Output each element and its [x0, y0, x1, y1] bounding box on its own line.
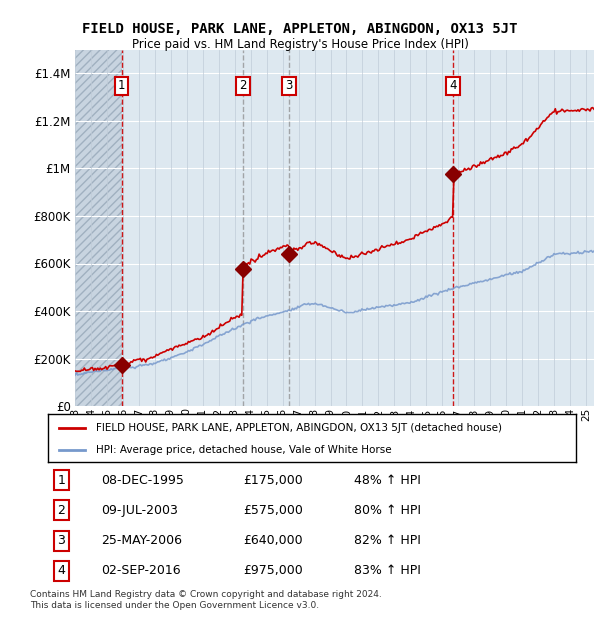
Text: 1: 1: [57, 474, 65, 487]
Text: 09-JUL-2003: 09-JUL-2003: [101, 504, 178, 517]
Text: FIELD HOUSE, PARK LANE, APPLETON, ABINGDON, OX13 5JT: FIELD HOUSE, PARK LANE, APPLETON, ABINGD…: [82, 22, 518, 36]
Text: £175,000: £175,000: [244, 474, 303, 487]
Text: Contains HM Land Registry data © Crown copyright and database right 2024.: Contains HM Land Registry data © Crown c…: [30, 590, 382, 600]
Text: Price paid vs. HM Land Registry's House Price Index (HPI): Price paid vs. HM Land Registry's House …: [131, 38, 469, 51]
Text: 83% ↑ HPI: 83% ↑ HPI: [354, 564, 421, 577]
Text: 48% ↑ HPI: 48% ↑ HPI: [354, 474, 421, 487]
Text: 2: 2: [57, 504, 65, 517]
Text: HPI: Average price, detached house, Vale of White Horse: HPI: Average price, detached house, Vale…: [95, 445, 391, 455]
Text: This data is licensed under the Open Government Licence v3.0.: This data is licensed under the Open Gov…: [30, 601, 319, 611]
Text: 82% ↑ HPI: 82% ↑ HPI: [354, 534, 421, 547]
Text: 3: 3: [57, 534, 65, 547]
Text: 1: 1: [118, 79, 125, 92]
Text: 25-MAY-2006: 25-MAY-2006: [101, 534, 182, 547]
Text: £640,000: £640,000: [244, 534, 303, 547]
Text: £575,000: £575,000: [244, 504, 303, 517]
Text: 4: 4: [57, 564, 65, 577]
Text: 3: 3: [286, 79, 293, 92]
Text: 08-DEC-1995: 08-DEC-1995: [101, 474, 184, 487]
Text: £975,000: £975,000: [244, 564, 303, 577]
Text: FIELD HOUSE, PARK LANE, APPLETON, ABINGDON, OX13 5JT (detached house): FIELD HOUSE, PARK LANE, APPLETON, ABINGD…: [95, 422, 502, 433]
Text: 4: 4: [449, 79, 457, 92]
Text: 80% ↑ HPI: 80% ↑ HPI: [354, 504, 421, 517]
Bar: [75, 50, 122, 406]
Text: 2: 2: [239, 79, 247, 92]
Text: 02-SEP-2016: 02-SEP-2016: [101, 564, 181, 577]
